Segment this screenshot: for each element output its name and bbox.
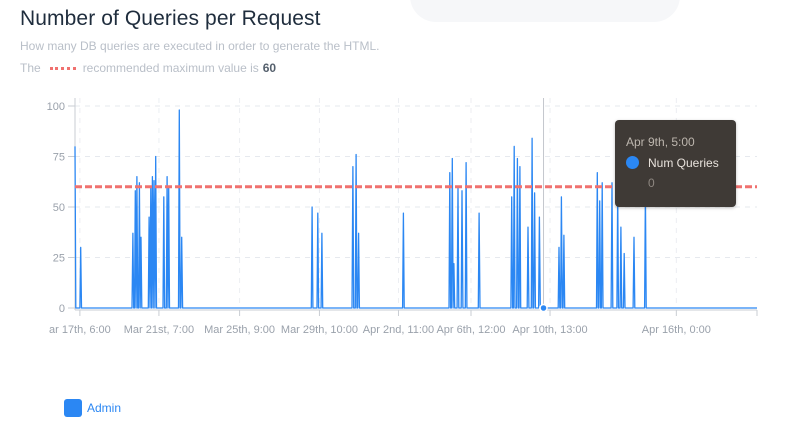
recommended-value: 60 [262,61,277,75]
tooltip-value: 0 [648,176,655,190]
threshold-dash-icon [49,66,76,70]
legend-item-admin[interactable]: Admin [64,399,121,417]
series-color-dot-icon [626,156,639,169]
y-tick-label: 0 [59,303,65,315]
x-tick-label: Mar 21st, 7:00 [124,324,194,336]
queries-line-chart[interactable]: 0 25 50 75 100 ar 17th, 6:00 Mar 21st, 7:00 Mar… [0,90,788,350]
x-tick-label: Mar 25th, 9:00 [204,324,275,336]
x-tick-label: Mar 29th, 10:00 [281,324,358,336]
x-tick-label: ar 17th, 6:00 [49,324,111,336]
legend-checkbox-icon[interactable] [64,399,82,417]
tooltip-time: Apr 9th, 5:00 [626,135,695,149]
tooltip-series-name: Num Queries [648,156,719,170]
y-tick-label: 75 [53,152,65,164]
chart-subtitle: How many DB queries are executed in orde… [20,39,380,53]
recommended-text: recommended maximum value is [82,61,259,75]
x-tick-label: Apr 10th, 13:00 [512,324,587,336]
recommended-prefix: The [20,61,41,75]
top-background-shade [410,0,680,22]
y-tick-label: 50 [53,202,65,214]
recommended-max-note: The recommended maximum value is 60 [20,61,276,75]
highlighted-point [539,303,548,313]
x-tick-label: Apr 16th, 0:00 [642,324,711,336]
y-tick-label: 25 [53,253,65,265]
chart-tooltip: Apr 9th, 5:00 Num Queries 0 [615,120,736,207]
y-tick-label: 100 [47,101,65,113]
chart-title: Number of Queries per Request [20,7,321,30]
series-line-num-queries [74,109,757,309]
legend-label: Admin [87,401,122,415]
x-tick-label: Apr 2nd, 11:00 [363,324,434,336]
x-tick-label: Apr 6th, 12:00 [436,324,505,336]
